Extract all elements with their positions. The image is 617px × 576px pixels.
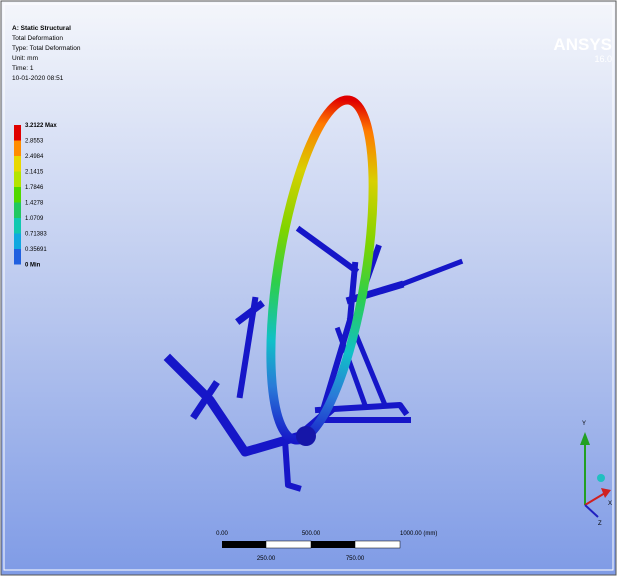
background <box>1 1 616 575</box>
legend-label: 3.2122 Max <box>25 123 57 129</box>
legend-label: 0.71383 <box>25 232 47 238</box>
joint <box>296 426 316 446</box>
legend-label: 1.0709 <box>25 216 44 222</box>
scale-label: 500.00 <box>302 531 321 537</box>
axis-label: Z <box>598 521 602 527</box>
legend-swatch <box>14 218 21 234</box>
header-line: Time: 1 <box>12 65 34 72</box>
triad-ball <box>597 474 605 482</box>
header-line: Type: Total Deformation <box>12 45 81 52</box>
legend-swatch <box>14 156 21 172</box>
legend-swatch <box>14 234 21 250</box>
legend-label: 2.4984 <box>25 154 44 160</box>
header-line: 10-01-2020 08:51 <box>12 75 64 82</box>
legend-label: 0 Min <box>25 263 41 269</box>
scale-label: 0.00 <box>216 531 228 537</box>
scale-segment <box>222 541 266 548</box>
legend-label: 0.35691 <box>25 247 47 253</box>
legend-swatch <box>14 249 21 265</box>
scale-segment <box>311 541 355 548</box>
legend-swatch <box>14 172 21 188</box>
scale-segment <box>266 541 311 548</box>
version: 16.0 <box>594 54 612 64</box>
legend-swatch <box>14 203 21 219</box>
header-line: Total Deformation <box>12 35 63 42</box>
scale-segment <box>355 541 400 548</box>
legend-label: 2.1415 <box>25 170 44 176</box>
scale-label: 250.00 <box>257 556 276 562</box>
axis-label: Y <box>582 421 586 427</box>
legend-swatch <box>14 125 21 141</box>
scale-label: 1000.00 (mm) <box>400 531 437 537</box>
legend-swatch <box>14 187 21 203</box>
logo: ANSYS <box>553 35 612 54</box>
legend-label: 2.8553 <box>25 139 44 145</box>
legend-swatch <box>14 141 21 157</box>
scale-label: 750.00 <box>346 556 365 562</box>
legend-label: 1.7846 <box>25 185 44 191</box>
analysis-title: A: Static Structural <box>12 25 71 32</box>
axis-label: X <box>608 501 612 507</box>
header-line: Unit: mm <box>12 55 38 62</box>
viewport: A: Static Structural Total Deformation T… <box>0 0 617 576</box>
legend-label: 1.4278 <box>25 201 44 207</box>
